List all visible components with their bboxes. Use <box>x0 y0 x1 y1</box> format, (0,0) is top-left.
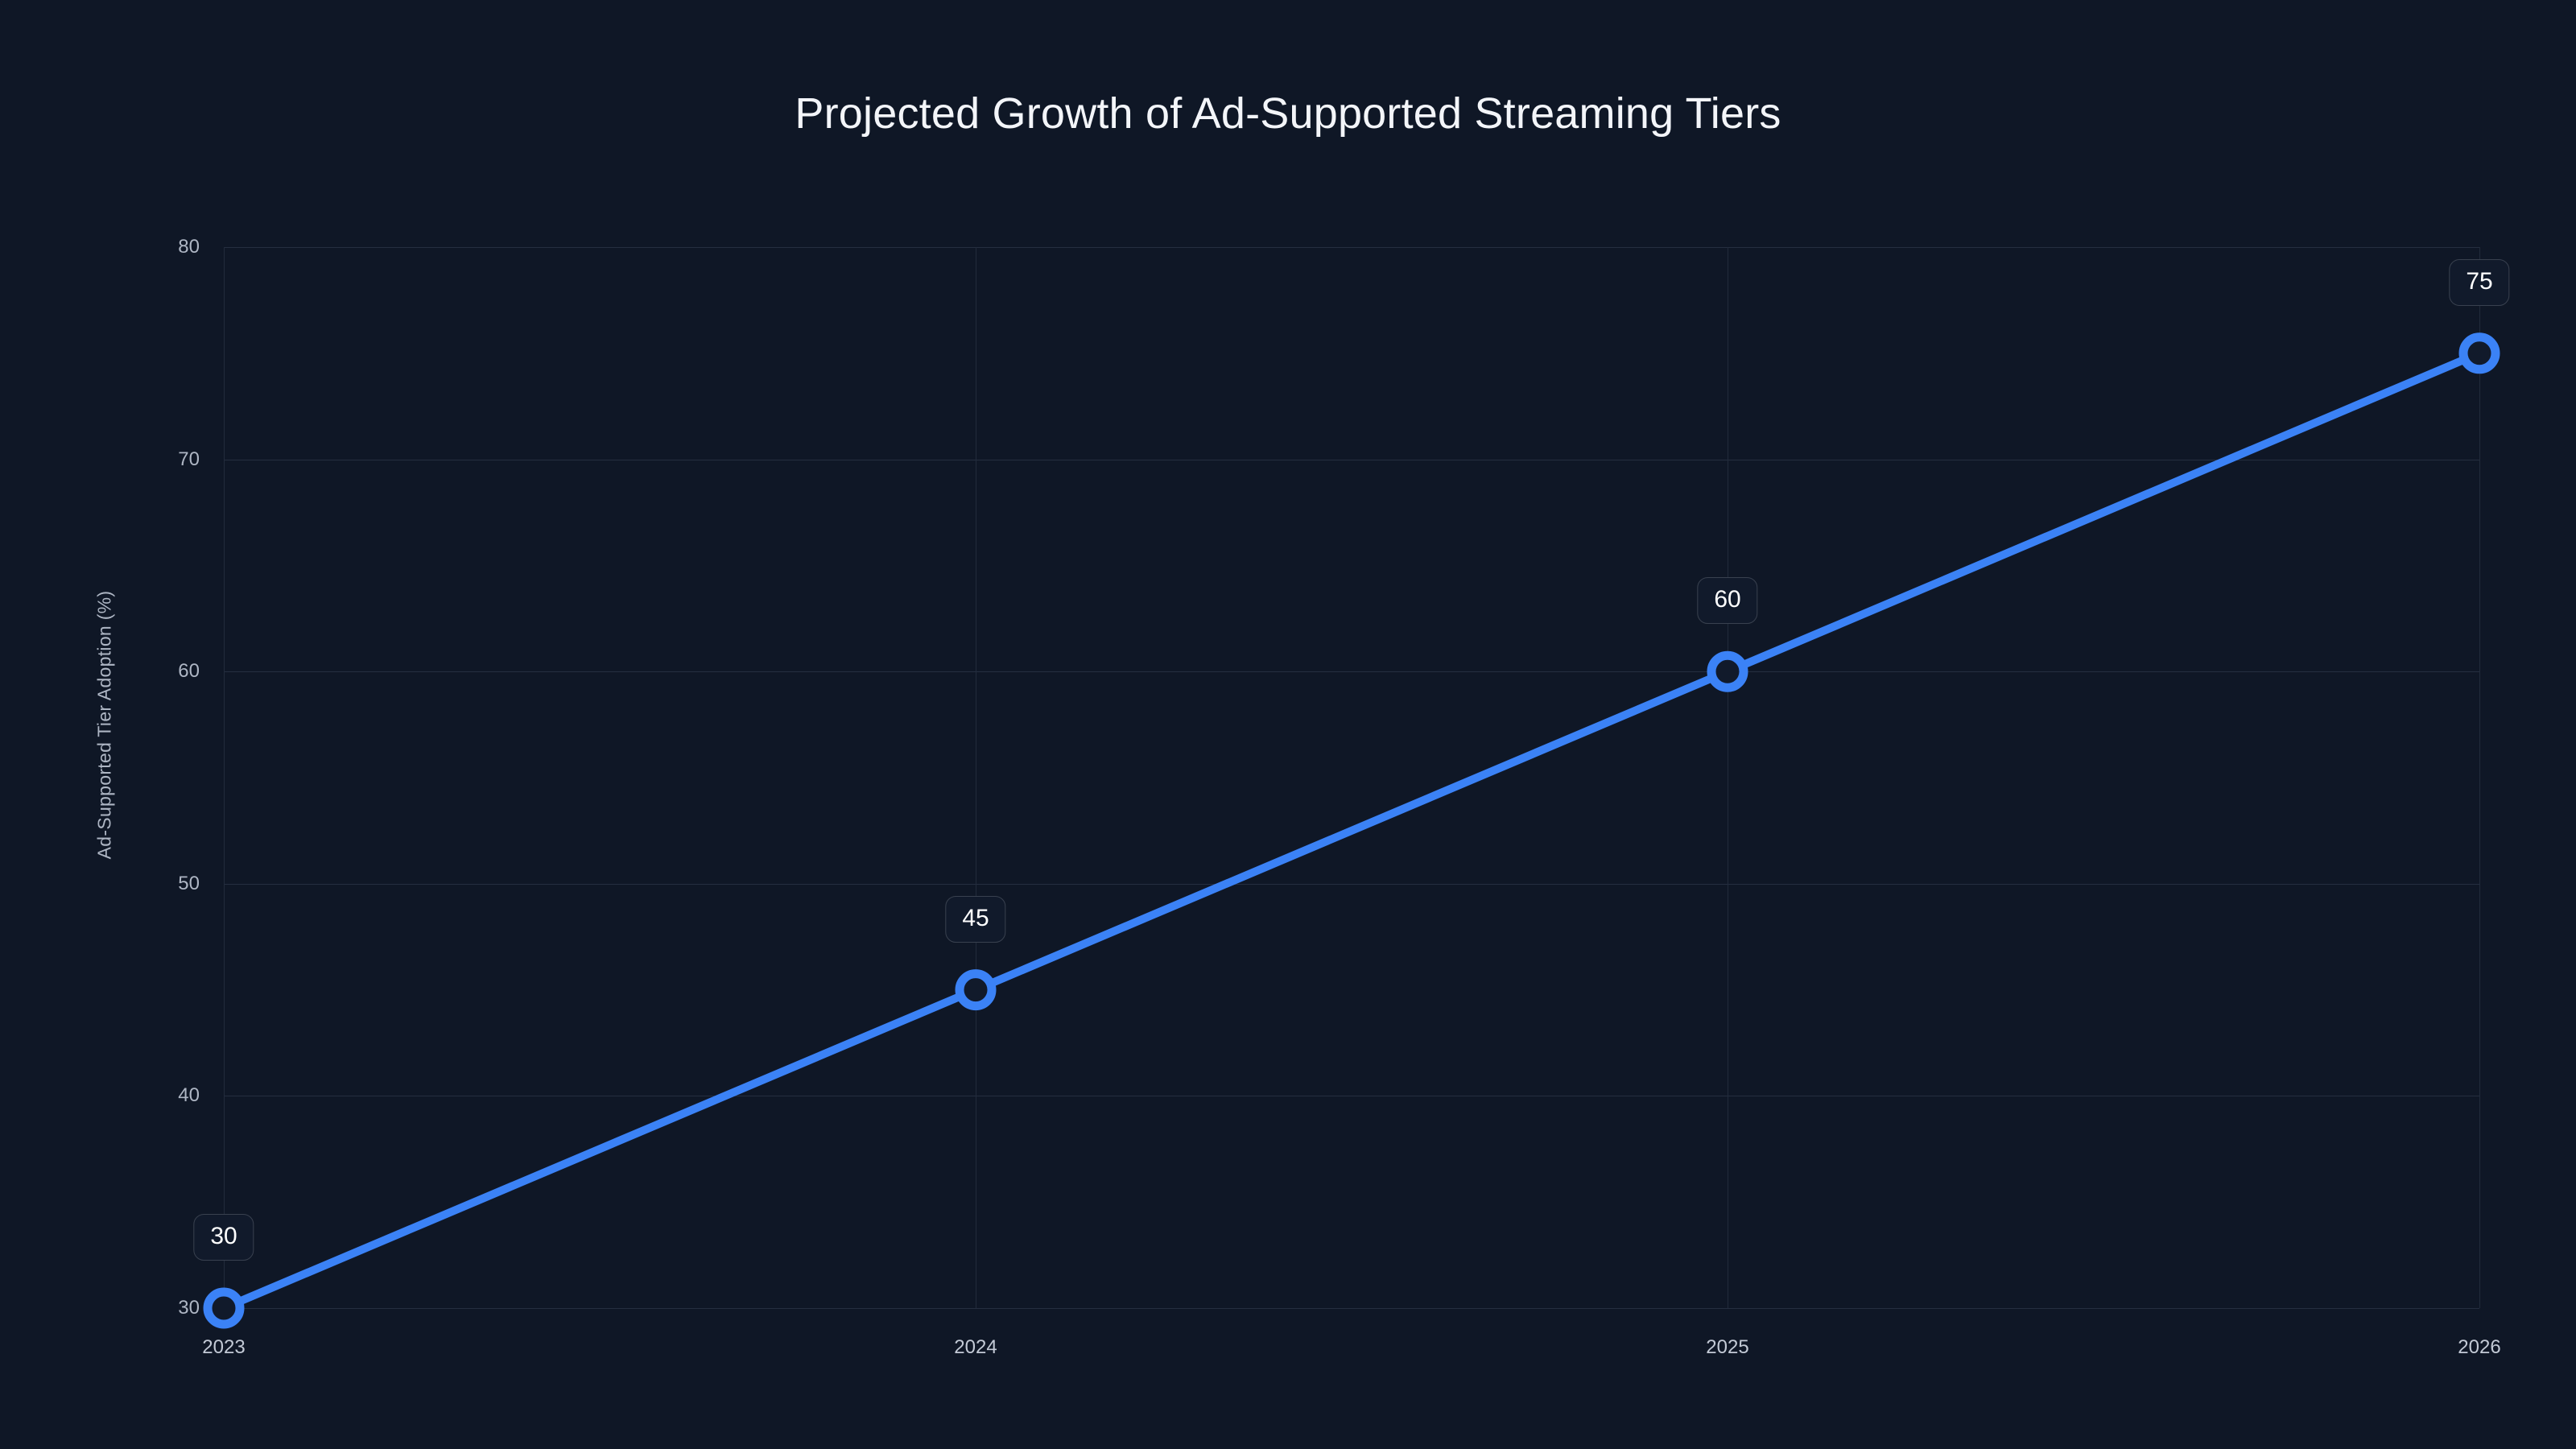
chart-title: Projected Growth of Ad-Supported Streami… <box>795 89 1781 138</box>
data-point-marker[interactable] <box>955 969 997 1011</box>
data-point-label: 45 <box>945 895 1006 943</box>
gridline-vertical <box>2479 247 2480 1308</box>
gridline-horizontal <box>224 1308 2479 1309</box>
data-point-label: 30 <box>193 1214 254 1261</box>
gridline-horizontal <box>224 671 2479 673</box>
data-point-label: 75 <box>2449 258 2510 306</box>
gridline-vertical <box>224 247 225 1308</box>
data-point-marker[interactable] <box>2458 332 2500 374</box>
data-point-label: 60 <box>1697 577 1758 625</box>
series-line <box>220 349 2483 1312</box>
data-point-markers <box>203 332 2500 1329</box>
data-point-marker[interactable] <box>203 1287 245 1329</box>
data-point-marker[interactable] <box>1707 650 1748 692</box>
gridline-horizontal <box>224 883 2479 885</box>
plot-area <box>224 247 2480 1309</box>
gridline-horizontal <box>224 247 2479 248</box>
